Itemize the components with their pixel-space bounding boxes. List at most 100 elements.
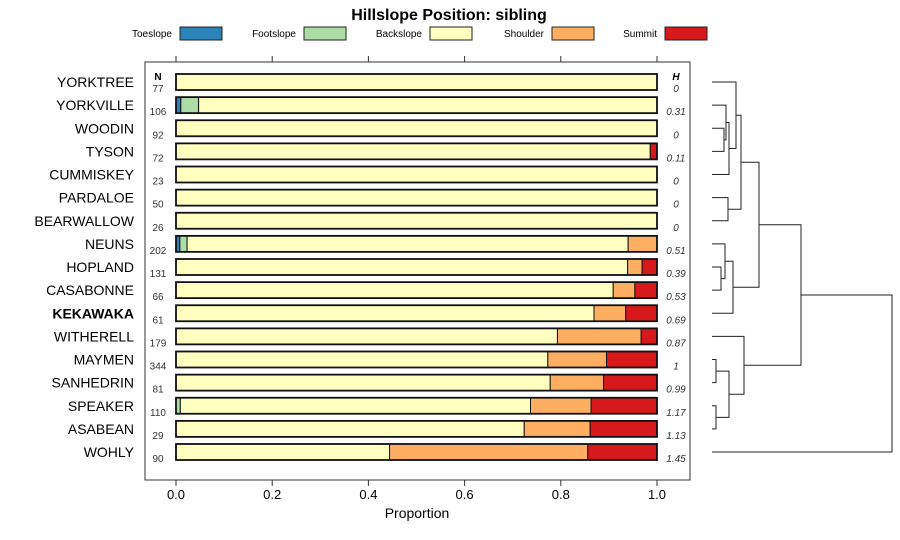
row-label: PARDALOE bbox=[59, 190, 134, 206]
bar-outline bbox=[175, 443, 658, 461]
row-label: TYSON bbox=[86, 143, 134, 159]
bar-segment-backslope bbox=[175, 166, 658, 183]
n-value: 90 bbox=[152, 454, 164, 465]
bar-row: WITHERELL 179 0.87 bbox=[54, 327, 686, 349]
bar-segment-shoulder bbox=[549, 374, 605, 392]
bar-segment-shoulder bbox=[389, 443, 589, 461]
n-value: 61 bbox=[152, 315, 164, 326]
dendrogram-branch bbox=[728, 114, 742, 210]
n-value: 131 bbox=[150, 269, 167, 280]
n-value: 50 bbox=[152, 200, 164, 211]
legend-label: Shoulder bbox=[504, 29, 545, 40]
h-value: 1 bbox=[673, 362, 679, 373]
x-axis-label: Proportion bbox=[385, 505, 450, 521]
n-value: 66 bbox=[152, 292, 164, 303]
bar-outline bbox=[175, 419, 658, 438]
bar-segment-backslope bbox=[175, 189, 658, 207]
n-value: 92 bbox=[152, 130, 164, 141]
bar-outline bbox=[175, 327, 658, 346]
x-tick-label: 0.8 bbox=[552, 487, 570, 502]
bar-segment-backslope bbox=[175, 420, 525, 438]
bar-segment-backslope bbox=[198, 96, 658, 114]
bar-row: ASABEAN 29 1.13 bbox=[68, 419, 686, 442]
h-value: 0 bbox=[673, 200, 679, 211]
dendrogram-branch bbox=[712, 197, 729, 222]
h-header: H bbox=[672, 72, 680, 83]
n-value: 202 bbox=[150, 246, 167, 257]
h-value: 0.53 bbox=[666, 292, 686, 303]
bar-row: YORKVILLE 106 0.31 bbox=[56, 96, 686, 118]
h-value: 0.69 bbox=[666, 315, 686, 326]
dendrogram-branch bbox=[712, 405, 717, 430]
bar-outline bbox=[175, 188, 658, 207]
legend-swatch bbox=[179, 26, 223, 41]
n-value: 72 bbox=[152, 153, 164, 164]
bar-segment-summit bbox=[587, 443, 658, 461]
legend-swatch bbox=[429, 26, 473, 41]
n-value: 81 bbox=[152, 385, 164, 396]
legend-label: Toeslope bbox=[132, 29, 172, 40]
chart-title: Hillslope Position: sibling bbox=[351, 7, 547, 24]
bar-segment-summit bbox=[634, 281, 658, 299]
plot-frame bbox=[144, 61, 691, 481]
bar-row: MAYMEN 344 1 bbox=[74, 350, 679, 373]
bar-row: CASABONNE 66 0.53 bbox=[46, 281, 686, 303]
row-label: KEKAWAKA bbox=[52, 305, 134, 321]
bar-segment-backslope bbox=[175, 374, 551, 392]
h-value: 0.51 bbox=[666, 246, 685, 257]
dendrogram-branch bbox=[712, 127, 725, 152]
n-value: 29 bbox=[152, 431, 164, 442]
row-label: YORKTREE bbox=[57, 74, 134, 90]
bar-outline bbox=[175, 119, 658, 138]
n-header: N bbox=[154, 72, 161, 83]
row-label: SPEAKER bbox=[68, 398, 134, 414]
bar-segment-backslope bbox=[175, 73, 658, 91]
legend-swatch bbox=[551, 26, 595, 41]
h-value: 0 bbox=[673, 177, 679, 188]
bar-segment-shoulder bbox=[547, 351, 607, 368]
x-tick-label: 0.2 bbox=[263, 487, 281, 502]
bar-outline bbox=[175, 281, 658, 300]
n-value: 106 bbox=[150, 107, 167, 118]
dendrogram-branch bbox=[712, 266, 722, 291]
n-value: 179 bbox=[150, 338, 167, 349]
dendrogram-branch bbox=[712, 335, 745, 395]
bar-row: SPEAKER 110 1.17 bbox=[68, 396, 686, 419]
bar-row: WOODIN 92 0 bbox=[75, 119, 679, 141]
dendrogram-branch bbox=[712, 294, 893, 453]
bar-row: CUMMISKEY 23 0 bbox=[49, 165, 679, 188]
h-value: 0 bbox=[673, 130, 679, 141]
bar-segment-backslope bbox=[175, 142, 651, 160]
row-label: WOHLY bbox=[84, 444, 135, 460]
bar-segment-summit bbox=[590, 397, 658, 415]
bar-outline bbox=[175, 96, 658, 115]
bar-row: YORKTREE 77 0 bbox=[57, 73, 679, 95]
bar-segment-shoulder bbox=[627, 258, 643, 276]
bar-row: NEUNS 202 0.51 bbox=[85, 234, 686, 257]
bar-segment-backslope bbox=[175, 281, 614, 299]
x-tick-label: 1.0 bbox=[648, 487, 666, 502]
n-value: 110 bbox=[150, 408, 166, 419]
bar-segment-backslope bbox=[186, 235, 629, 253]
n-value: 77 bbox=[152, 84, 164, 95]
dendrogram-branch bbox=[712, 359, 717, 384]
dendrogram-branch bbox=[733, 161, 760, 288]
bar-outline bbox=[175, 350, 658, 369]
legend: Toeslope Footslope Backslope Shoulder Summit bbox=[132, 26, 708, 41]
bar-segment-shoulder bbox=[627, 235, 658, 253]
x-axis: 0.0 0.2 0.4 0.6 0.8 1.0 bbox=[167, 56, 666, 502]
dendrogram-branch bbox=[716, 370, 730, 418]
bar-segment-summit bbox=[640, 327, 658, 345]
bar-segment-shoulder bbox=[529, 397, 592, 415]
bar-row: WOHLY 90 1.45 bbox=[84, 443, 686, 465]
dendrogram-branch bbox=[712, 243, 726, 280]
bar-segment-footslope bbox=[179, 235, 188, 253]
bar-segment-backslope bbox=[175, 304, 595, 322]
bar-segment-summit bbox=[641, 258, 658, 276]
bar-segment-shoulder bbox=[523, 420, 591, 438]
h-value: 0.39 bbox=[666, 269, 686, 280]
bar-segment-backslope bbox=[175, 212, 658, 230]
h-value: 1.17 bbox=[666, 408, 686, 419]
row-label: WITHERELL bbox=[54, 328, 134, 344]
